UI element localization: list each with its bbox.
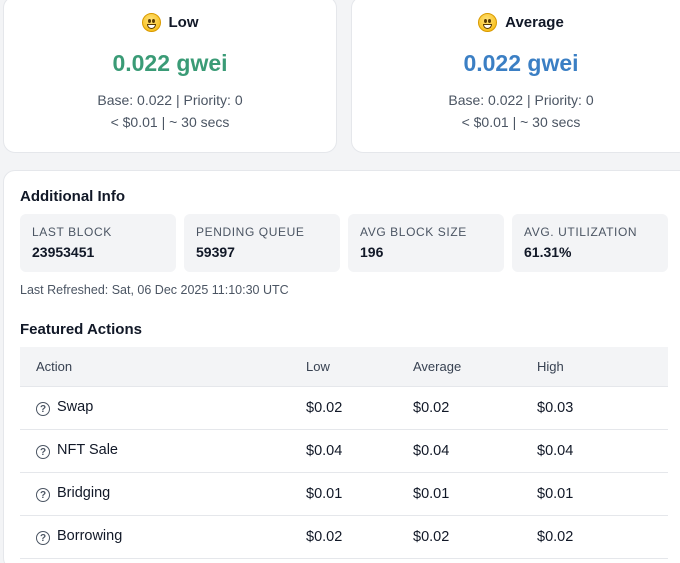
featured-actions-title: Featured Actions <box>20 321 142 338</box>
table-row: ? Bridging $0.01 $0.01 $0.01 <box>20 472 668 516</box>
question-circle-icon[interactable]: ? <box>36 445 50 460</box>
average-card-label: Average <box>505 14 564 31</box>
stat-label: PENDING QUEUE <box>196 225 305 239</box>
low-cost-time: < $0.01 | ~ 30 secs <box>110 114 230 130</box>
stat-value: 59397 <box>196 244 235 260</box>
stat-last-block: LAST BLOCK 23953451 <box>20 214 176 272</box>
average-cost-time: < $0.01 | ~ 30 secs <box>461 114 581 130</box>
column-header-low: Low <box>306 347 413 387</box>
stat-value: 23953451 <box>32 244 95 260</box>
column-header-action: Action <box>20 347 306 387</box>
high-cost: $0.02 <box>537 515 668 559</box>
table-row: ? NFT Sale $0.04 $0.04 $0.04 <box>20 429 668 473</box>
table-row: ? Borrowing $0.02 $0.02 $0.02 <box>20 515 668 559</box>
stat-value: 196 <box>360 244 384 260</box>
action-name: Swap <box>57 398 94 415</box>
stat-value: 61.31% <box>524 244 572 260</box>
average-cost: $0.04 <box>413 429 537 473</box>
average-gas-price: 0.022 gwei <box>463 50 579 76</box>
table-header-row: Action Low Average High <box>20 347 668 387</box>
low-card-label: Low <box>168 14 199 31</box>
additional-info-title: Additional Info <box>20 188 125 205</box>
high-cost: $0.04 <box>537 429 668 473</box>
question-circle-icon[interactable]: ? <box>36 402 50 417</box>
low-cost: $0.02 <box>306 386 413 430</box>
action-name: Borrowing <box>57 527 123 544</box>
stat-label: AVG BLOCK SIZE <box>360 225 467 239</box>
average-cost: $0.02 <box>413 386 537 430</box>
low-gas-price: 0.022 gwei <box>112 50 228 76</box>
average-base-priority: Base: 0.022 | Priority: 0 <box>448 92 594 108</box>
action-name: NFT Sale <box>57 441 118 458</box>
low-base-priority: Base: 0.022 | Priority: 0 <box>97 92 243 108</box>
high-cost: $0.03 <box>537 386 668 430</box>
stat-pending-queue: PENDING QUEUE 59397 <box>184 214 340 272</box>
table-row: ? Swap $0.02 $0.02 $0.03 <box>20 386 668 430</box>
column-header-high: High <box>537 347 668 387</box>
action-name: Bridging <box>57 484 111 501</box>
question-circle-icon[interactable]: ? <box>36 488 50 503</box>
stat-avg-utilization: AVG. UTILIZATION 61.31% <box>512 214 668 272</box>
info-panel: Additional Info LAST BLOCK 23953451 PEND… <box>3 170 680 563</box>
low-cost: $0.02 <box>306 515 413 559</box>
smiling-face-icon <box>478 13 498 32</box>
grinning-face-icon <box>141 13 161 32</box>
stat-avg-block-size: AVG BLOCK SIZE 196 <box>348 214 504 272</box>
column-header-average: Average <box>413 347 537 387</box>
average-gas-card: Average 0.022 gwei Base: 0.022 | Priorit… <box>351 0 680 153</box>
last-refreshed: Last Refreshed: Sat, 06 Dec 2025 11:10:3… <box>20 283 289 297</box>
low-card-header: Low <box>4 13 336 32</box>
stat-label: LAST BLOCK <box>32 225 112 239</box>
low-cost: $0.04 <box>306 429 413 473</box>
high-cost: $0.01 <box>537 472 668 516</box>
average-cost: $0.01 <box>413 472 537 516</box>
question-circle-icon[interactable]: ? <box>36 531 50 546</box>
featured-actions-table: Action Low Average High ? Swap $0.02 $0.0… <box>20 347 668 559</box>
average-cost: $0.02 <box>413 515 537 559</box>
low-gas-card: Low 0.022 gwei Base: 0.022 | Priority: 0… <box>3 0 337 153</box>
stat-label: AVG. UTILIZATION <box>524 225 638 239</box>
average-card-header: Average <box>352 13 680 32</box>
low-cost: $0.01 <box>306 472 413 516</box>
